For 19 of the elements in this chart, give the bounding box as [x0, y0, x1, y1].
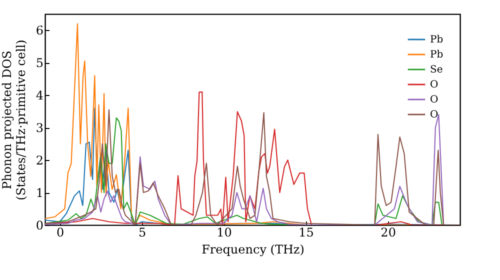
y-axis-title: Phonon projected DOS (States/THz·primitive cell) [0, 40, 28, 200]
legend-label: O [430, 80, 438, 90]
x-tick-label: 20 [380, 226, 396, 240]
x-axis-title: Frequency (THz) [202, 242, 304, 256]
x-tick-label: 0 [56, 226, 64, 240]
y-tick-label: 4 [36, 88, 44, 103]
y-tick-label: 5 [36, 56, 44, 70]
legend-label: O [430, 110, 438, 120]
y-tick-label: 1 [36, 186, 44, 200]
legend-label: O [430, 94, 438, 106]
x-tick-label: 5 [138, 226, 146, 240]
legend-label: Pb [430, 50, 444, 60]
x-tick-label: 15 [298, 226, 314, 240]
x-tick-label: 10 [216, 226, 232, 240]
legend-label: Pb [430, 34, 444, 46]
y-tick-label: 3 [36, 121, 44, 136]
y-tick-label: 6 [36, 24, 44, 38]
legend-label: Se [430, 64, 443, 76]
y-tick-label: 2 [36, 154, 44, 168]
